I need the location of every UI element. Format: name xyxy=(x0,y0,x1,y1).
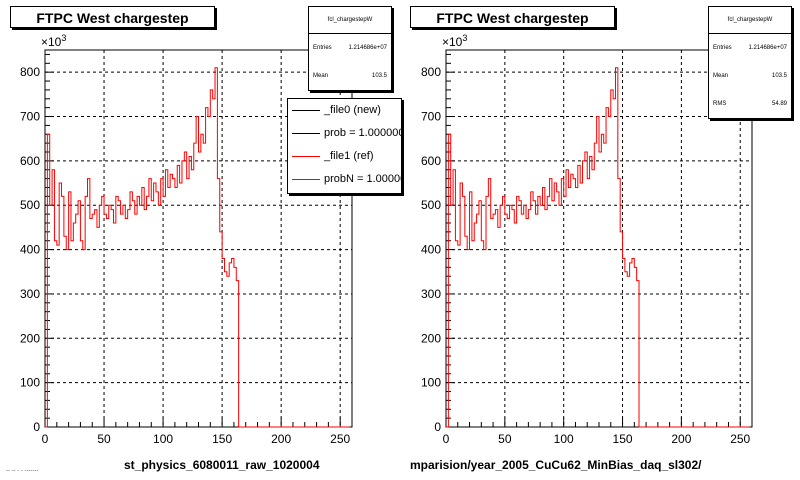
x-tick-label: 200 xyxy=(671,432,691,446)
x-axis-title: st_physics_6080011_raw_1020004 xyxy=(124,458,320,472)
stats-row: Mean 103.5 xyxy=(709,62,791,90)
chart-right: 0 50 100 150 200 250 0 100 200 300 400 500 600 700 800… xyxy=(421,33,753,446)
stats-value: 1.214686e+07 xyxy=(348,45,387,51)
footer-scrawl: -- -- - - ------- xyxy=(6,468,39,474)
x-tick-label: 200 xyxy=(271,432,291,446)
x-tick-label: 0 xyxy=(443,432,450,446)
y-tick-label: 300 xyxy=(421,287,441,301)
stats-value: 103.5 xyxy=(771,73,787,79)
legend-label: _file1 (ref) xyxy=(324,150,374,162)
stats-box: fcl_chargestepW Entries 1.214686e+07 Mea… xyxy=(708,6,792,119)
stats-value: 103.5 xyxy=(371,73,387,79)
legend-swatch xyxy=(292,110,320,111)
y-exponent-power: 3 xyxy=(61,33,66,43)
right-panel: 0 50 100 150 200 250 0 100 200 300 400 500 600 700 800… xyxy=(400,0,800,480)
y-tick-label: 800 xyxy=(20,65,40,79)
stats-name: fcl_chargestepW xyxy=(309,7,391,34)
y-tick-label: 700 xyxy=(421,110,441,124)
chart-title: FTPC West chargestep xyxy=(10,6,215,28)
y-tick-label: 600 xyxy=(20,154,40,168)
series-line xyxy=(446,67,750,428)
y-tick-label: 0 xyxy=(33,420,40,434)
stats-row: Entries 1.214686e+07 xyxy=(309,34,391,62)
legend-entry: probN = 1.000000 xyxy=(288,168,401,191)
y-tick-label: 200 xyxy=(421,331,441,345)
y-tick-label: 0 xyxy=(434,420,441,434)
y-tick-label: 600 xyxy=(421,154,441,168)
x-tick-label: 250 xyxy=(330,432,350,446)
stats-value: 54.89 xyxy=(771,101,787,107)
y-tick-label: 800 xyxy=(421,65,441,79)
legend-entry: _file0 (new) xyxy=(288,99,401,122)
y-exponent-power: 3 xyxy=(462,33,467,43)
legend-entry: prob = 1.000000 xyxy=(288,122,401,145)
legend-label: _file0 (new) xyxy=(324,104,381,116)
legend-entry: _file1 (ref) xyxy=(288,145,401,168)
chart-title: FTPC West chargestep xyxy=(410,6,615,28)
stats-label: Entries xyxy=(313,45,332,51)
chart-left: 0 50 100 150 200 250 0 100 200 300 400 500 600 700 800… xyxy=(20,33,353,446)
stats-row: RMS 54.89 xyxy=(709,90,791,118)
left-panel: 0 50 100 150 200 250 0 100 200 300 400 500 600 700 800… xyxy=(6,6,402,474)
stats-label: Mean xyxy=(713,73,729,79)
x-axis-title: mparision/year_2005_CuCu62_MinBias_daq_s… xyxy=(410,458,702,472)
y-tick-label: 300 xyxy=(20,287,40,301)
x-tick-label: 50 xyxy=(498,432,512,446)
legend-swatch xyxy=(292,133,320,134)
x-tick-label: 100 xyxy=(153,432,173,446)
stats-label: Entries xyxy=(713,45,732,51)
legend-swatch xyxy=(292,156,320,157)
stats-label: Mean xyxy=(313,73,329,79)
plot-frame xyxy=(445,49,753,428)
x-tick-label: 100 xyxy=(554,432,574,446)
y-exponent: ×103 xyxy=(41,33,66,49)
y-tick-label: 400 xyxy=(421,243,441,257)
legend-label: prob = 1.000000 xyxy=(324,127,402,139)
y-tick-label: 500 xyxy=(20,198,40,212)
stats-row: Entries 1.214686e+07 xyxy=(709,34,791,62)
y-tick-label: 200 xyxy=(20,331,40,345)
y-tick-label: 400 xyxy=(20,243,40,257)
x-tick-label: 150 xyxy=(212,432,232,446)
legend-swatch xyxy=(292,179,320,180)
series-line xyxy=(45,67,350,428)
x-tick-label: 250 xyxy=(730,432,750,446)
legend: _file0 (new) prob = 1.000000 _file1 (ref… xyxy=(287,98,402,194)
stats-box: fcl_chargestepW Entries 1.214686e+07 Mea… xyxy=(308,6,392,91)
x-tick-label: 0 xyxy=(42,432,49,446)
x-tick-label: 50 xyxy=(97,432,111,446)
legend-label: probN = 1.000000 xyxy=(324,173,401,185)
y-tick-label: 100 xyxy=(421,376,441,390)
stats-label: RMS xyxy=(713,101,727,107)
y-exponent: ×103 xyxy=(442,33,467,49)
y-tick-label: 500 xyxy=(421,198,441,212)
y-tick-label: 700 xyxy=(20,110,40,124)
stats-name: fcl_chargestepW xyxy=(709,7,791,34)
y-tick-label: 100 xyxy=(20,376,40,390)
stats-value: 1.214686e+07 xyxy=(748,45,787,51)
stats-row: Mean 103.5 xyxy=(309,62,391,90)
x-tick-label: 150 xyxy=(613,432,633,446)
